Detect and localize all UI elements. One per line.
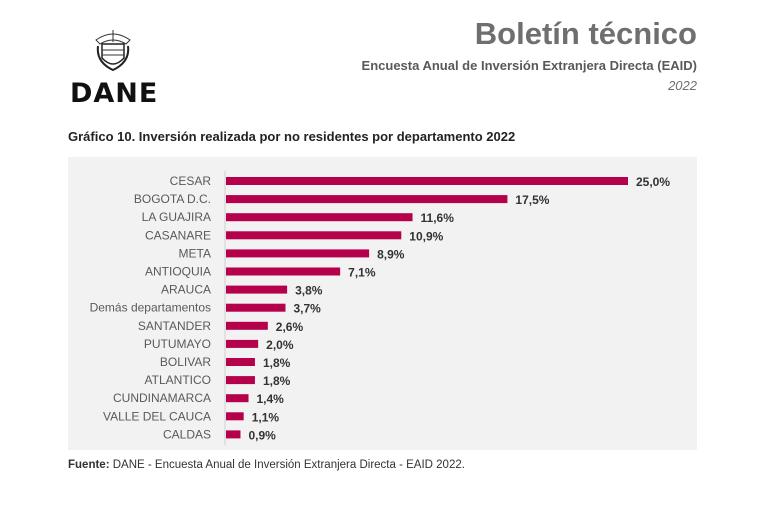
category-label: CUNDINAMARCA [113, 391, 211, 405]
category-label: ARAUCA [161, 283, 211, 297]
bar [226, 177, 628, 185]
data-label: 10,9% [409, 229, 443, 243]
category-label: CESAR [170, 174, 212, 188]
data-label: 17,5% [515, 193, 549, 207]
data-label: 1,1% [252, 410, 280, 424]
bar [226, 321, 268, 330]
data-label: 8,9% [377, 247, 405, 261]
category-label: CALDAS [163, 427, 211, 441]
category-label: LA GUAJIRA [142, 210, 211, 224]
bar [226, 358, 255, 366]
source-label: Fuente: [68, 459, 110, 471]
dane-logo: DANE [70, 78, 159, 109]
bar [226, 394, 249, 403]
data-label: 1,8% [263, 356, 291, 370]
category-label: VALLE DEL CAUCA [103, 409, 211, 423]
data-label: 11,6% [421, 211, 455, 225]
bar [226, 249, 370, 258]
category-label: ANTIOQUIA [145, 265, 211, 279]
data-label: 2,6% [276, 320, 304, 334]
data-label: 3,8% [295, 284, 323, 298]
page-title: Boletín técnico [474, 16, 697, 51]
category-label: BOLIVAR [160, 355, 211, 369]
bar [226, 213, 413, 222]
bar [226, 303, 286, 312]
data-label: 7,1% [348, 266, 376, 280]
data-label: 0,9% [248, 428, 276, 442]
category-label: PUTUMAYO [144, 337, 211, 351]
data-label: 1,8% [263, 374, 291, 388]
bar [226, 285, 288, 294]
data-label: 2,0% [266, 338, 294, 352]
bar-chart: CESAR 25,0% BOGOTA D.C. 17,5% LA GUAJIRA 11,6… [90, 171, 670, 445]
category-label: Demás departamentos [90, 301, 211, 315]
category-label: SANTANDER [138, 319, 211, 333]
category-label: ATLANTICO [145, 373, 211, 387]
bar [226, 339, 259, 348]
chart-area: CESAR 25,0% BOGOTA D.C. 17,5% LA GUAJIRA 11,6… [68, 157, 697, 450]
bar [226, 376, 255, 385]
source-text: DANE - Encuesta Anual de Inversión Extra… [109, 459, 465, 471]
data-label: 1,4% [257, 392, 285, 406]
page-subtitle: Encuesta Anual de Inversión Extranjera D… [361, 58, 697, 73]
category-label: META [179, 246, 211, 260]
data-label: 3,7% [293, 302, 321, 316]
category-label: CASANARE [145, 228, 211, 242]
bar [226, 412, 244, 421]
bar [226, 267, 341, 276]
category-label: BOGOTA D.C. [134, 192, 211, 206]
coat-of-arms-logo-icon [95, 30, 131, 72]
bar [226, 430, 241, 439]
source-note: Fuente: DANE - Encuesta Anual de Inversi… [68, 459, 465, 471]
data-label: 25,0% [636, 175, 670, 189]
chart-title: Gráfico 10. Inversión realizada por no r… [68, 129, 516, 144]
bar [226, 195, 508, 204]
page-year: 2022 [668, 78, 697, 93]
bar [226, 231, 402, 240]
